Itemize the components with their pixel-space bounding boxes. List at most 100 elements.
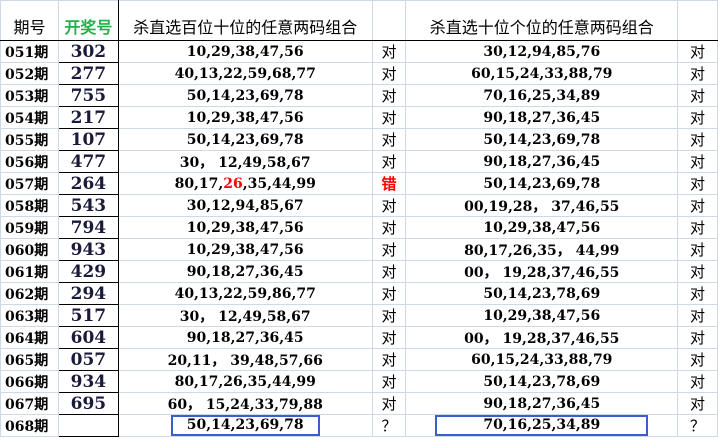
kill-tens-units-cell[interactable]: 10,29,38,47,56 — [405, 216, 679, 239]
period-cell[interactable]: 061期 — [0, 260, 59, 283]
kill-hundreds-tens-cell[interactable]: 10,29,38,47,56 — [117, 216, 373, 239]
tu-result-cell[interactable]: 对 — [677, 194, 718, 217]
kill-hundreds-tens-cell[interactable]: 30， 12,49,58,67 — [117, 150, 373, 173]
period-cell[interactable]: 052期 — [0, 62, 59, 85]
kill-hundreds-tens-cell[interactable]: 30， 12,49,58,67 — [117, 304, 373, 327]
period-cell[interactable]: 058期 — [0, 194, 59, 217]
ht-result-cell[interactable]: 对 — [371, 194, 407, 217]
tu-result-cell[interactable]: 对 — [677, 326, 718, 349]
kill-hundreds-tens-cell[interactable]: 80,17,26,35,44,99 — [117, 172, 373, 195]
kill-tens-units-cell[interactable]: 00， 19,28,37,46,55 — [405, 326, 679, 349]
kill-tens-units-cell[interactable]: 10,29,38,47,56 — [405, 304, 679, 327]
kill-hundreds-tens-cell[interactable]: 50,14,23,69,78 — [117, 128, 373, 151]
tu-result-cell[interactable]: 对 — [677, 238, 718, 261]
kill-tens-units-cell[interactable]: 50,14,23,69,78 — [405, 128, 679, 151]
kill-tens-units-cell[interactable]: 90,18,27,36,45 — [405, 106, 679, 129]
draw-number-cell[interactable]: 057 — [57, 348, 119, 371]
tu-result-cell[interactable]: 对 — [677, 304, 718, 327]
period-cell[interactable]: 055期 — [0, 128, 59, 151]
kill-hundreds-tens-cell[interactable]: 90,18,27,36,45 — [117, 260, 373, 283]
kill-tens-units-cell[interactable]: 60,15,24,33,88,79 — [405, 62, 679, 85]
kill-hundreds-tens-cell[interactable]: 10,29,38,47,56 — [117, 238, 373, 261]
draw-number-cell[interactable]: 107 — [57, 128, 119, 151]
kill-tens-units-cell[interactable]: 70,16,25,34,89 — [405, 84, 679, 107]
ht-result-cell[interactable]: 对 — [371, 216, 407, 239]
kill-hundreds-tens-cell[interactable]: 10,29,38,47,56 — [117, 40, 373, 63]
ht-result-cell[interactable]: 对 — [371, 348, 407, 371]
ht-result-cell[interactable]: 对 — [371, 84, 407, 107]
tu-result-cell[interactable]: 对 — [677, 172, 718, 195]
draw-number-cell[interactable]: 277 — [57, 62, 119, 85]
draw-number-cell[interactable]: 477 — [57, 150, 119, 173]
draw-number-cell[interactable] — [57, 414, 119, 437]
period-cell[interactable]: 054期 — [0, 106, 59, 129]
period-cell[interactable]: 066期 — [0, 370, 59, 393]
kill-hundreds-tens-cell[interactable]: 60， 15,24,33,79,88 — [117, 392, 373, 415]
kill-hundreds-tens-cell[interactable]: 50,14,23,69,78 — [117, 84, 373, 107]
kill-hundreds-tens-cell[interactable]: 50,14,23,69,78 — [117, 414, 373, 437]
kill-tens-units-cell[interactable]: 50,14,23,69,78 — [405, 172, 679, 195]
kill-tens-units-cell[interactable]: 90,18,27,36,45 — [405, 392, 679, 415]
draw-number-cell[interactable]: 517 — [57, 304, 119, 327]
kill-hundreds-tens-cell[interactable]: 10,29,38,47,56 — [117, 106, 373, 129]
period-cell[interactable]: 056期 — [0, 150, 59, 173]
period-cell[interactable]: 063期 — [0, 304, 59, 327]
draw-number-cell[interactable]: 264 — [57, 172, 119, 195]
ht-result-cell[interactable]: 对 — [371, 40, 407, 63]
period-cell[interactable]: 051期 — [0, 40, 59, 63]
period-cell[interactable]: 053期 — [0, 84, 59, 107]
tu-result-cell[interactable]: 对 — [677, 106, 718, 129]
kill-hundreds-tens-cell[interactable]: 80,17,26,35,44,99 — [117, 370, 373, 393]
period-cell[interactable]: 068期 — [0, 414, 59, 437]
draw-number-cell[interactable]: 217 — [57, 106, 119, 129]
draw-number-cell[interactable]: 543 — [57, 194, 119, 217]
kill-tens-units-cell[interactable]: 90,18,27,36,45 — [405, 150, 679, 173]
draw-number-cell[interactable]: 302 — [57, 40, 119, 63]
kill-tens-units-cell[interactable]: 50,14,23,78,69 — [405, 370, 679, 393]
draw-number-cell[interactable]: 695 — [57, 392, 119, 415]
kill-hundreds-tens-cell[interactable]: 30,12,94,85,67 — [117, 194, 373, 217]
draw-number-cell[interactable]: 294 — [57, 282, 119, 305]
kill-tens-units-cell[interactable]: 00,19,28， 37,46,55 — [405, 194, 679, 217]
tu-result-cell[interactable]: 对 — [677, 260, 718, 283]
draw-number-cell[interactable]: 604 — [57, 326, 119, 349]
ht-result-cell[interactable]: 对 — [371, 370, 407, 393]
draw-number-cell[interactable]: 943 — [57, 238, 119, 261]
period-cell[interactable]: 067期 — [0, 392, 59, 415]
ht-result-cell[interactable]: 对 — [371, 392, 407, 415]
tu-result-cell[interactable]: 对 — [677, 128, 718, 151]
tu-result-cell[interactable]: 对 — [677, 150, 718, 173]
draw-number-cell[interactable]: 755 — [57, 84, 119, 107]
tu-result-cell[interactable]: ？ — [677, 414, 718, 437]
kill-tens-units-cell[interactable]: 70,16,25,34,89 — [405, 414, 679, 437]
period-cell[interactable]: 057期 — [0, 172, 59, 195]
kill-tens-units-cell[interactable]: 80,17,26,35， 44,99 — [405, 238, 679, 261]
period-cell[interactable]: 065期 — [0, 348, 59, 371]
tu-result-cell[interactable]: 对 — [677, 282, 718, 305]
tu-result-cell[interactable]: 对 — [677, 370, 718, 393]
period-cell[interactable]: 060期 — [0, 238, 59, 261]
draw-number-cell[interactable]: 934 — [57, 370, 119, 393]
ht-result-cell[interactable]: 对 — [371, 106, 407, 129]
ht-result-cell[interactable]: 对 — [371, 282, 407, 305]
kill-tens-units-cell[interactable]: 30,12,94,85,76 — [405, 40, 679, 63]
ht-result-cell[interactable]: 对 — [371, 62, 407, 85]
tu-result-cell[interactable]: 对 — [677, 216, 718, 239]
ht-result-cell[interactable]: 对 — [371, 260, 407, 283]
ht-result-cell[interactable]: 对 — [371, 304, 407, 327]
ht-result-cell[interactable]: 对 — [371, 238, 407, 261]
draw-number-cell[interactable]: 794 — [57, 216, 119, 239]
tu-result-cell[interactable]: 对 — [677, 84, 718, 107]
ht-result-cell[interactable]: ？ — [371, 414, 407, 437]
kill-tens-units-cell[interactable]: 50,14,23,78,69 — [405, 282, 679, 305]
period-cell[interactable]: 064期 — [0, 326, 59, 349]
tu-result-cell[interactable]: 对 — [677, 348, 718, 371]
kill-hundreds-tens-cell[interactable]: 40,13,22,59,86,77 — [117, 282, 373, 305]
period-cell[interactable]: 059期 — [0, 216, 59, 239]
tu-result-cell[interactable]: 对 — [677, 62, 718, 85]
tu-result-cell[interactable]: 对 — [677, 392, 718, 415]
ht-result-cell[interactable]: 对 — [371, 326, 407, 349]
ht-result-cell[interactable]: 对 — [371, 150, 407, 173]
kill-tens-units-cell[interactable]: 00， 19,28,37,46,55 — [405, 260, 679, 283]
kill-hundreds-tens-cell[interactable]: 90,18,27,36,45 — [117, 326, 373, 349]
